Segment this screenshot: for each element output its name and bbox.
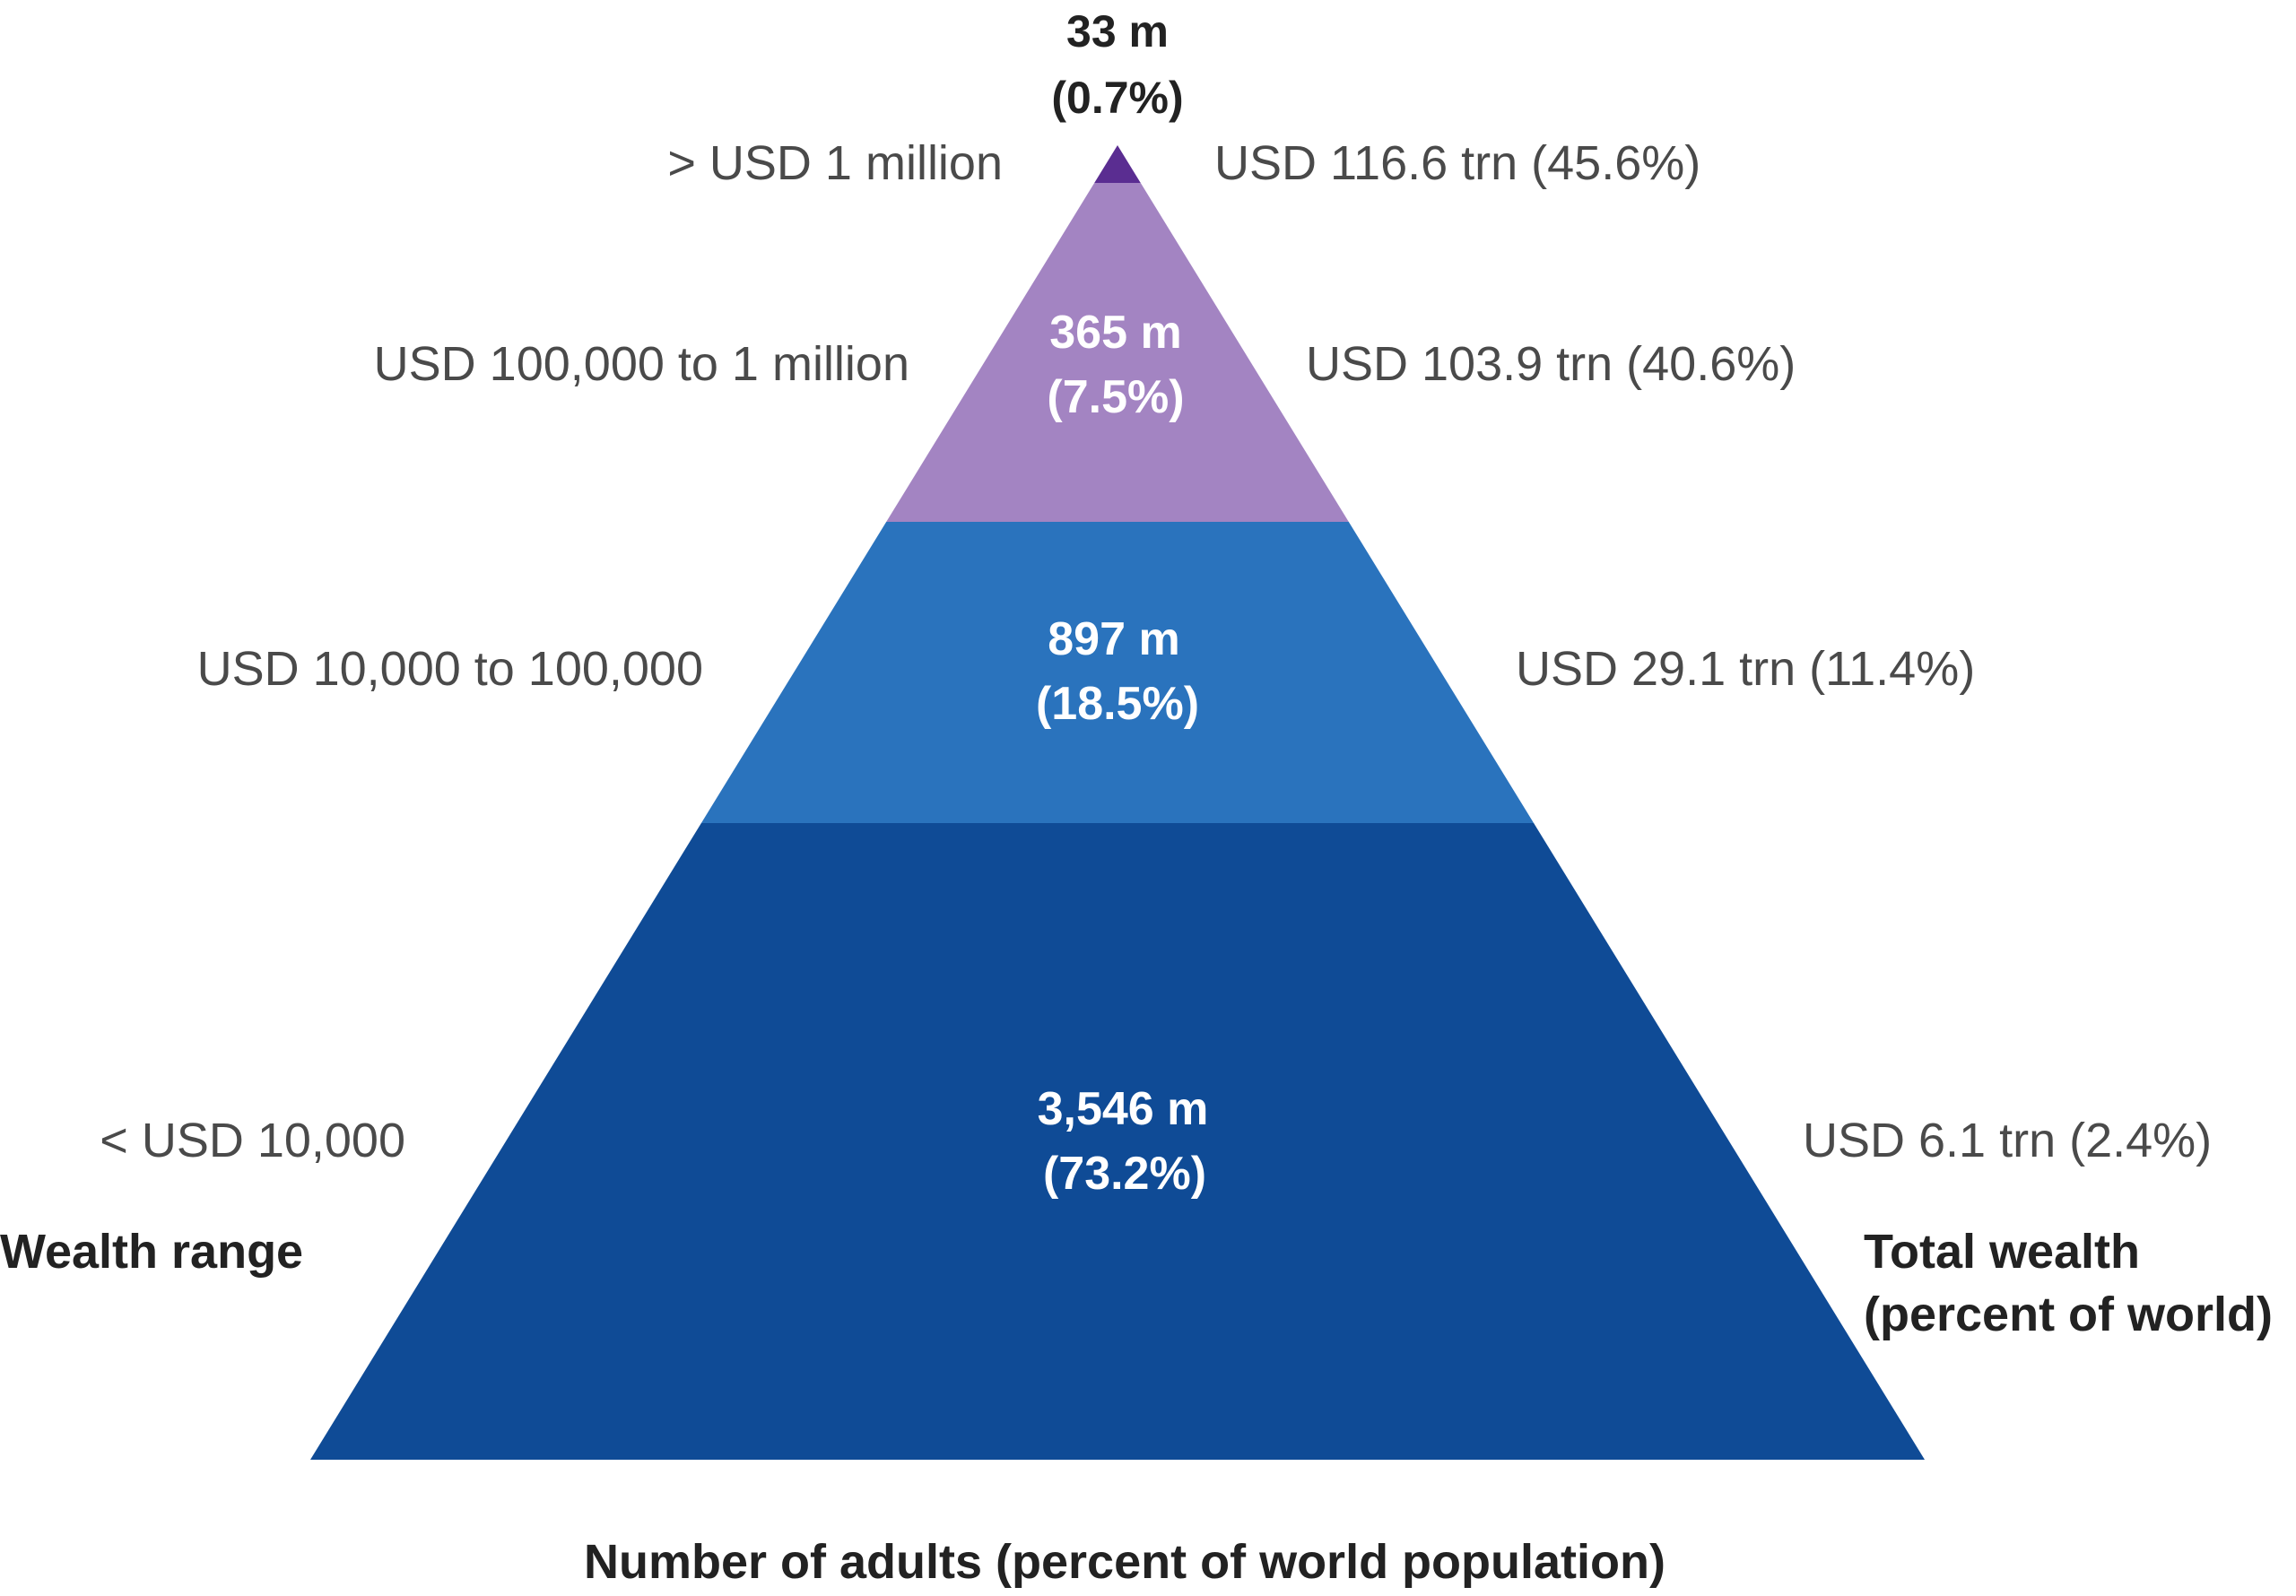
x-axis-label: Number of adults (percent of world popul… xyxy=(584,1535,1665,1589)
tier-millionaires-wealth: USD 116.6 trn (45.6%) xyxy=(1214,136,1700,190)
tier-millionaires-range: > USD 1 million xyxy=(667,136,1003,190)
tier-under-10k-range: < USD 10,000 xyxy=(100,1114,405,1167)
wealth-range-title: Wealth range xyxy=(0,1225,303,1279)
tier-millionaires xyxy=(1094,145,1141,183)
tier-10k-to-100k-adults: 897 m xyxy=(1048,613,1179,665)
tier-10k-to-100k-adults-pct: (18.5%) xyxy=(1036,678,1199,730)
tier-under-10k xyxy=(310,823,1925,1460)
tier-10k-to-100k-wealth: USD 29.1 trn (11.4%) xyxy=(1516,642,1975,696)
total-wealth-subtitle: (percent of world) xyxy=(1864,1288,2273,1341)
tier-10k-to-100k-range: USD 10,000 to 100,000 xyxy=(197,642,703,696)
tier-100k-to-1m-wealth: USD 103.9 trn (40.6%) xyxy=(1306,337,1796,391)
tier-100k-to-1m xyxy=(886,183,1349,522)
tier-under-10k-adults: 3,546 m xyxy=(1038,1083,1209,1135)
tier-10k-to-100k xyxy=(700,522,1535,823)
tier-under-10k-wealth: USD 6.1 trn (2.4%) xyxy=(1803,1114,2212,1167)
tier-under-10k-adults-pct: (73.2%) xyxy=(1043,1148,1206,1200)
tier-millionaires-adults: 33 m xyxy=(1066,6,1169,56)
tier-100k-to-1m-adults: 365 m xyxy=(1049,307,1181,359)
tier-100k-to-1m-adults-pct: (7.5%) xyxy=(1047,371,1184,423)
total-wealth-title: Total wealth xyxy=(1864,1225,2140,1279)
tier-100k-to-1m-range: USD 100,000 to 1 million xyxy=(374,337,909,391)
tier-millionaires-adults-pct: (0.7%) xyxy=(1051,73,1183,123)
